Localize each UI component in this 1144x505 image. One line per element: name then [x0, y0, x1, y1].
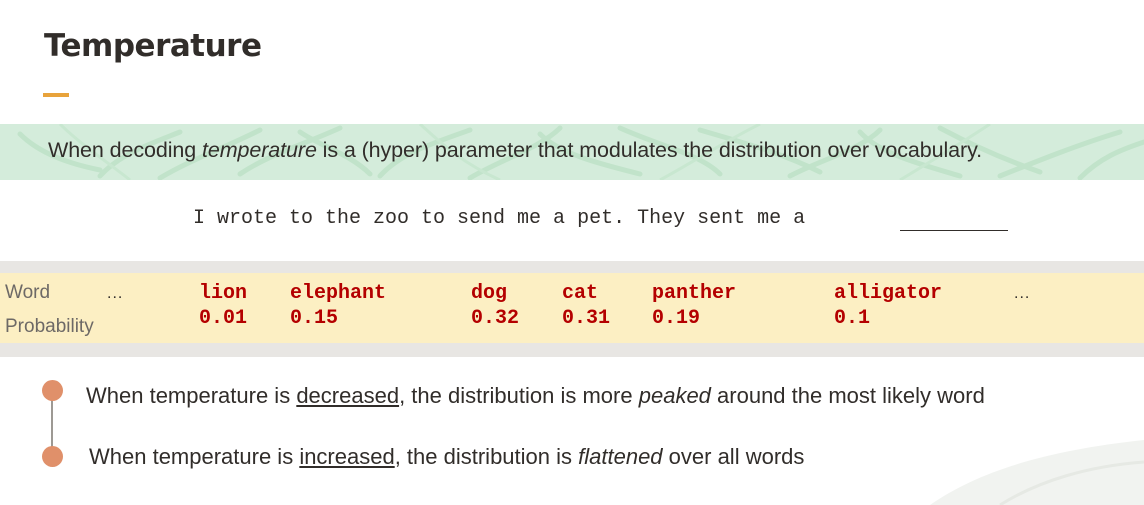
word-elephant: elephant [290, 282, 387, 305]
bullet-underlined: increased [299, 444, 395, 469]
bullet-connector-line [51, 390, 53, 456]
example-sentence: I wrote to the zoo to send me a pet. The… [193, 207, 806, 230]
definition-text: When decoding temperature is a (hyper) p… [48, 138, 982, 163]
ellipsis-right: ... [1014, 285, 1031, 302]
word-cat: cat [562, 282, 599, 305]
probability-row-label: Probability [5, 316, 94, 337]
bullet-dot-decreased [42, 380, 63, 401]
bullet-text: , the distribution is [394, 444, 579, 469]
banner-texture [17, 124, 1144, 180]
word-lion: lion [199, 282, 248, 305]
probability-cat: 0.31 [562, 307, 611, 330]
bullet-increased: When temperature is increased, the distr… [89, 444, 804, 470]
bullet-text: over all words [662, 444, 805, 469]
definition-text-start: When decoding [48, 138, 202, 162]
probability-lion: 0.01 [199, 307, 248, 330]
definition-text-end: is a (hyper) parameter that modulates th… [316, 138, 983, 162]
bullet-text: , the distribution is more [399, 383, 639, 408]
bullet-emphasis: peaked [638, 383, 711, 408]
title-accent-bar [43, 93, 69, 97]
word-alligator: alligator [834, 282, 943, 305]
word-dog: dog [471, 282, 508, 305]
slide-title: Temperature [44, 28, 262, 64]
probability-panther: 0.19 [652, 307, 701, 330]
bullet-text: around the most likely word [710, 383, 985, 408]
definition-banner: When decoding temperature is a (hyper) p… [0, 124, 1144, 180]
bullet-underlined: decreased [296, 383, 400, 408]
word-panther: panther [652, 282, 737, 305]
probability-elephant: 0.15 [290, 307, 339, 330]
ellipsis-left: ... [107, 285, 124, 302]
fill-in-blank [900, 230, 1008, 231]
bullet-dot-increased [42, 446, 63, 467]
probability-dog: 0.32 [471, 307, 520, 330]
probability-table [0, 273, 1144, 343]
bullet-text: When temperature is [86, 383, 297, 408]
word-row-label: Word [5, 282, 51, 303]
bullet-text: When temperature is [89, 444, 300, 469]
bullet-decreased: When temperature is decreased, the distr… [86, 383, 985, 409]
bullet-emphasis: flattened [578, 444, 663, 469]
definition-term: temperature [201, 138, 317, 162]
probability-alligator: 0.1 [834, 307, 871, 330]
